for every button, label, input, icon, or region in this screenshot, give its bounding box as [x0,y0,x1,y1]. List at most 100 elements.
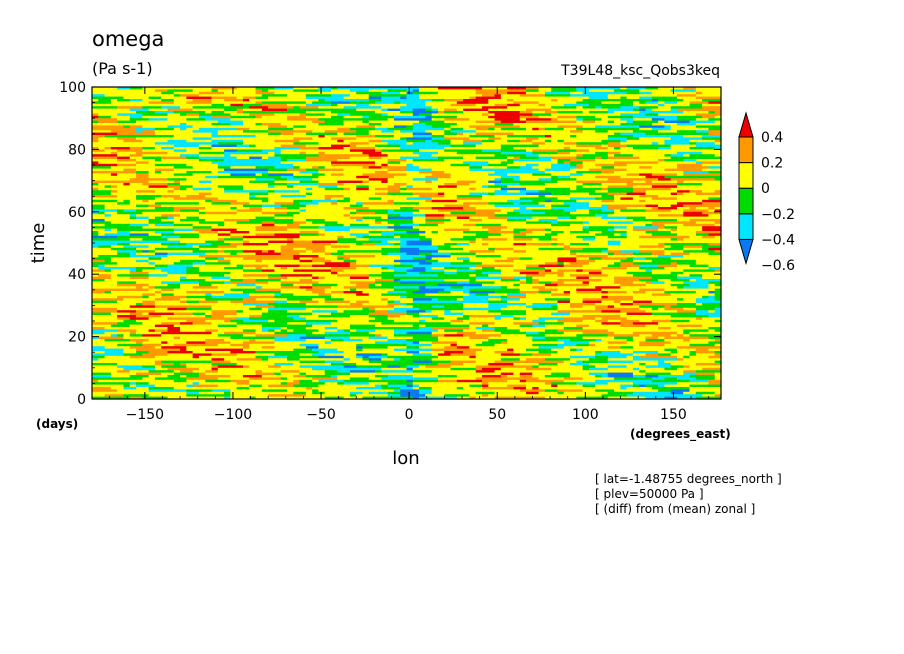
heatmap-cell [607,375,634,378]
heatmap-cell [293,137,313,141]
heatmap-cell [305,209,332,213]
heatmap-cell [261,307,269,311]
heatmap-cell [161,91,168,95]
heatmap-cell [324,223,344,227]
heatmap-cell [268,319,275,323]
heatmap-cell [670,89,697,93]
heatmap-cell [689,351,697,354]
heatmap-cell [538,341,565,345]
heatmap-cell [708,111,716,114]
heatmap-cell [123,255,131,258]
heatmap-cell [601,87,621,90]
heatmap-cell [557,262,565,265]
heatmap-cell [154,120,181,124]
heatmap-cell [538,310,558,313]
heatmap-cell [110,267,137,270]
heatmap-cell [268,192,294,196]
heatmap-cell [331,343,357,347]
heatmap-cell [337,259,344,263]
heatmap-cell [129,219,150,222]
heatmap-cell [299,106,319,109]
heatmap-cell [513,372,521,376]
heatmap-cell [406,310,426,313]
heatmap-cell [324,281,332,285]
heatmap-cell [683,339,690,342]
heatmap-cell [129,279,156,282]
heatmap-cell [651,108,672,112]
heatmap-cell [588,233,596,237]
heatmap-cell [595,305,602,309]
heatmap-cell [450,103,477,107]
heatmap-cell [437,281,458,285]
heatmap-cell [349,233,370,237]
heatmap-cell [532,216,546,220]
heatmap-cell [481,240,489,244]
heatmap-cell [305,111,332,114]
heatmap-cell [494,123,514,126]
heatmap-cell [695,123,716,126]
heatmap-cell [331,293,357,297]
heatmap-cell [343,300,351,304]
heatmap-cell [268,322,288,325]
heatmap-cell [173,228,194,232]
heatmap-cell [110,259,137,263]
heatmap-cell [676,334,684,337]
heatmap-cell [664,159,684,162]
heatmap-cell [104,214,112,217]
heatmap-cell [614,370,640,373]
heatmap-cell [557,151,571,155]
heatmap-cell [368,312,389,316]
heatmap-cell [551,163,571,167]
heatmap-cell [544,370,571,373]
heatmap-cell [186,192,200,196]
heatmap-cell [299,286,313,289]
heatmap-cell [167,151,181,155]
heatmap-cell [274,298,288,301]
heatmap-cell [110,257,118,261]
heatmap-cell [293,257,300,261]
heatmap-cell [230,271,244,275]
heatmap-cell [488,334,502,337]
heatmap-cell [507,204,527,208]
heatmap-cell [626,365,646,369]
heatmap-cell [236,367,263,371]
heatmap-cell [507,163,527,167]
heatmap-cell [236,149,244,153]
heatmap-cell [532,276,558,280]
heatmap-cell [632,355,640,359]
heatmap-cell [136,235,156,239]
heatmap-cell [595,252,609,256]
heatmap-cell [242,327,250,330]
heatmap-cell [620,156,640,160]
heatmap-cell [154,130,175,133]
heatmap-cell [198,94,225,97]
heatmap-cell [92,331,105,335]
heatmap-cell [305,303,326,306]
heatmap-cell [331,156,351,160]
heatmap-cell [268,173,294,177]
heatmap-cell [412,360,433,364]
heatmap-cell [607,137,628,141]
heatmap-cell [110,159,118,162]
heatmap-cell [161,334,168,337]
heatmap-cell [444,271,458,275]
heatmap-cell [92,322,118,325]
heatmap-cell [626,87,646,90]
heatmap-cell [280,250,307,253]
heatmap-cell [444,221,464,225]
heatmap-cell [136,161,143,165]
heatmap-cell [349,147,376,150]
heatmap-cell [513,315,539,318]
heatmap-cell [136,166,150,169]
heatmap-cell [576,120,584,124]
heatmap-cell [658,178,672,181]
heatmap-cell [463,382,477,385]
heatmap-cell [324,156,332,160]
heatmap-cell [381,363,401,366]
heatmap-cell [217,238,225,241]
heatmap-cell [469,336,489,340]
heatmap-cell [161,219,181,222]
heatmap-cell [620,303,634,306]
heatmap-cell [331,267,357,270]
heatmap-cell [601,163,628,167]
